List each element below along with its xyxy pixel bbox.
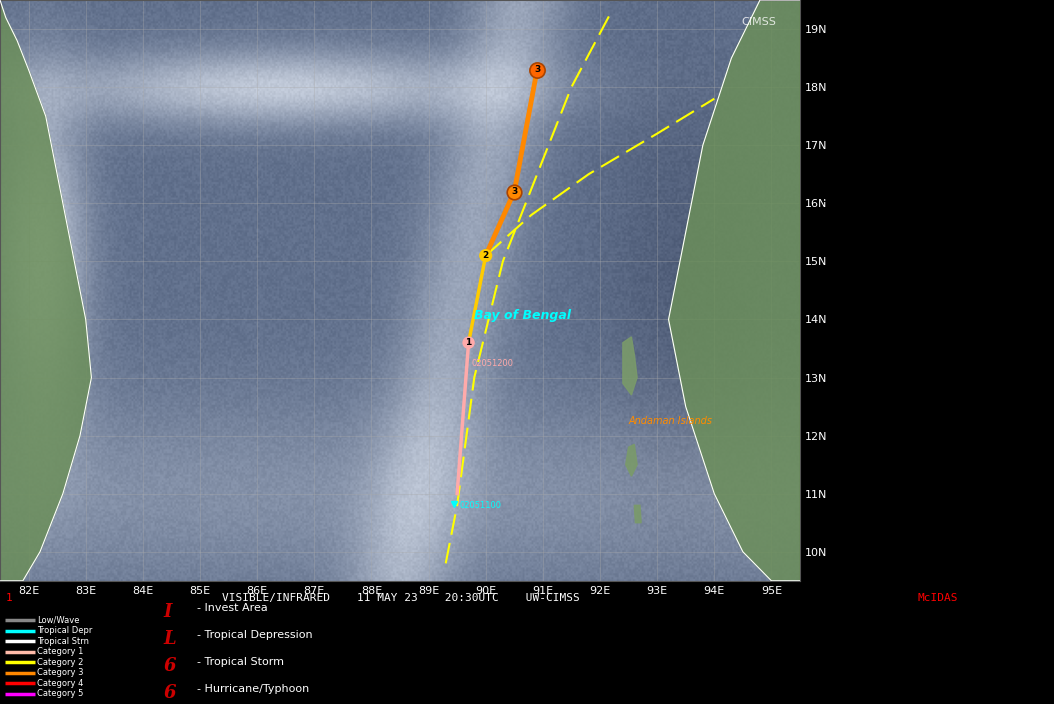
Text: Andaman Islands: Andaman Islands	[628, 416, 713, 426]
Text: 02051100: 02051100	[460, 501, 502, 510]
Text: 3: 3	[534, 65, 541, 74]
Polygon shape	[626, 444, 637, 477]
Text: Tropical Depr: Tropical Depr	[37, 626, 93, 635]
Text: Category 2: Category 2	[37, 658, 83, 667]
Point	[529, 64, 546, 75]
Text: Category 4: Category 4	[37, 679, 83, 688]
Polygon shape	[668, 0, 800, 581]
Text: Low/Wave: Low/Wave	[37, 616, 79, 624]
Text: 20230512/073000UTC: 20230512/073000UTC	[825, 101, 957, 115]
Text: Legend: Legend	[831, 18, 886, 32]
Text: McIDAS: McIDAS	[918, 593, 958, 603]
Text: Category 1: Category 1	[37, 647, 83, 656]
Text: - Political Boundaries: - Political Boundaries	[813, 154, 937, 168]
Text: CIMSS: CIMSS	[741, 18, 776, 27]
Polygon shape	[0, 0, 92, 581]
Text: 1: 1	[5, 593, 12, 603]
Text: - Visible/Shorwave IR Image: - Visible/Shorwave IR Image	[813, 64, 977, 77]
Text: - Invest Area: - Invest Area	[197, 603, 268, 613]
Text: Tropical Strn: Tropical Strn	[37, 636, 89, 646]
Text: 12MAY2023/06:00UTC  (source:JTWC): 12MAY2023/06:00UTC (source:JTWC)	[825, 306, 1046, 318]
Text: Category 5: Category 5	[37, 689, 83, 698]
Polygon shape	[623, 337, 637, 395]
Text: - Hurricane/Typhoon: - Hurricane/Typhoon	[197, 684, 309, 694]
Text: 6: 6	[163, 658, 176, 675]
Text: - Official TCFC Forecast: - Official TCFC Forecast	[813, 344, 949, 356]
Text: Category 3: Category 3	[37, 668, 83, 677]
Text: 02051200: 02051200	[471, 359, 513, 368]
Point	[461, 337, 477, 348]
Text: 12MAY2023/06:00UTC  (source:JTWC): 12MAY2023/06:00UTC (source:JTWC)	[825, 381, 1046, 394]
Text: 3: 3	[511, 187, 518, 196]
Text: 6: 6	[163, 684, 176, 703]
Text: 11MAY2023/00:00UTC-: 11MAY2023/00:00UTC-	[825, 268, 959, 281]
Text: L: L	[163, 630, 176, 648]
Text: - Working Best Track: - Working Best Track	[813, 230, 934, 243]
Text: VISIBLE/INFRARED    11 MAY 23    20:30UTC    UW-CIMSS: VISIBLE/INFRARED 11 MAY 23 20:30UTC UW-C…	[221, 593, 580, 603]
Text: Bay of Bengal: Bay of Bengal	[474, 310, 571, 322]
Text: 1: 1	[466, 338, 472, 347]
Text: - Tropical Storm: - Tropical Storm	[197, 658, 285, 667]
Text: - Tropical Depression: - Tropical Depression	[197, 630, 313, 640]
Text: I: I	[163, 603, 172, 621]
Point	[506, 186, 523, 197]
Text: - Latitude/Longitude: - Latitude/Longitude	[813, 192, 933, 206]
Text: 2: 2	[483, 251, 489, 260]
Text: - Labels: - Labels	[813, 419, 859, 432]
Polygon shape	[635, 505, 641, 522]
Point	[477, 250, 494, 261]
